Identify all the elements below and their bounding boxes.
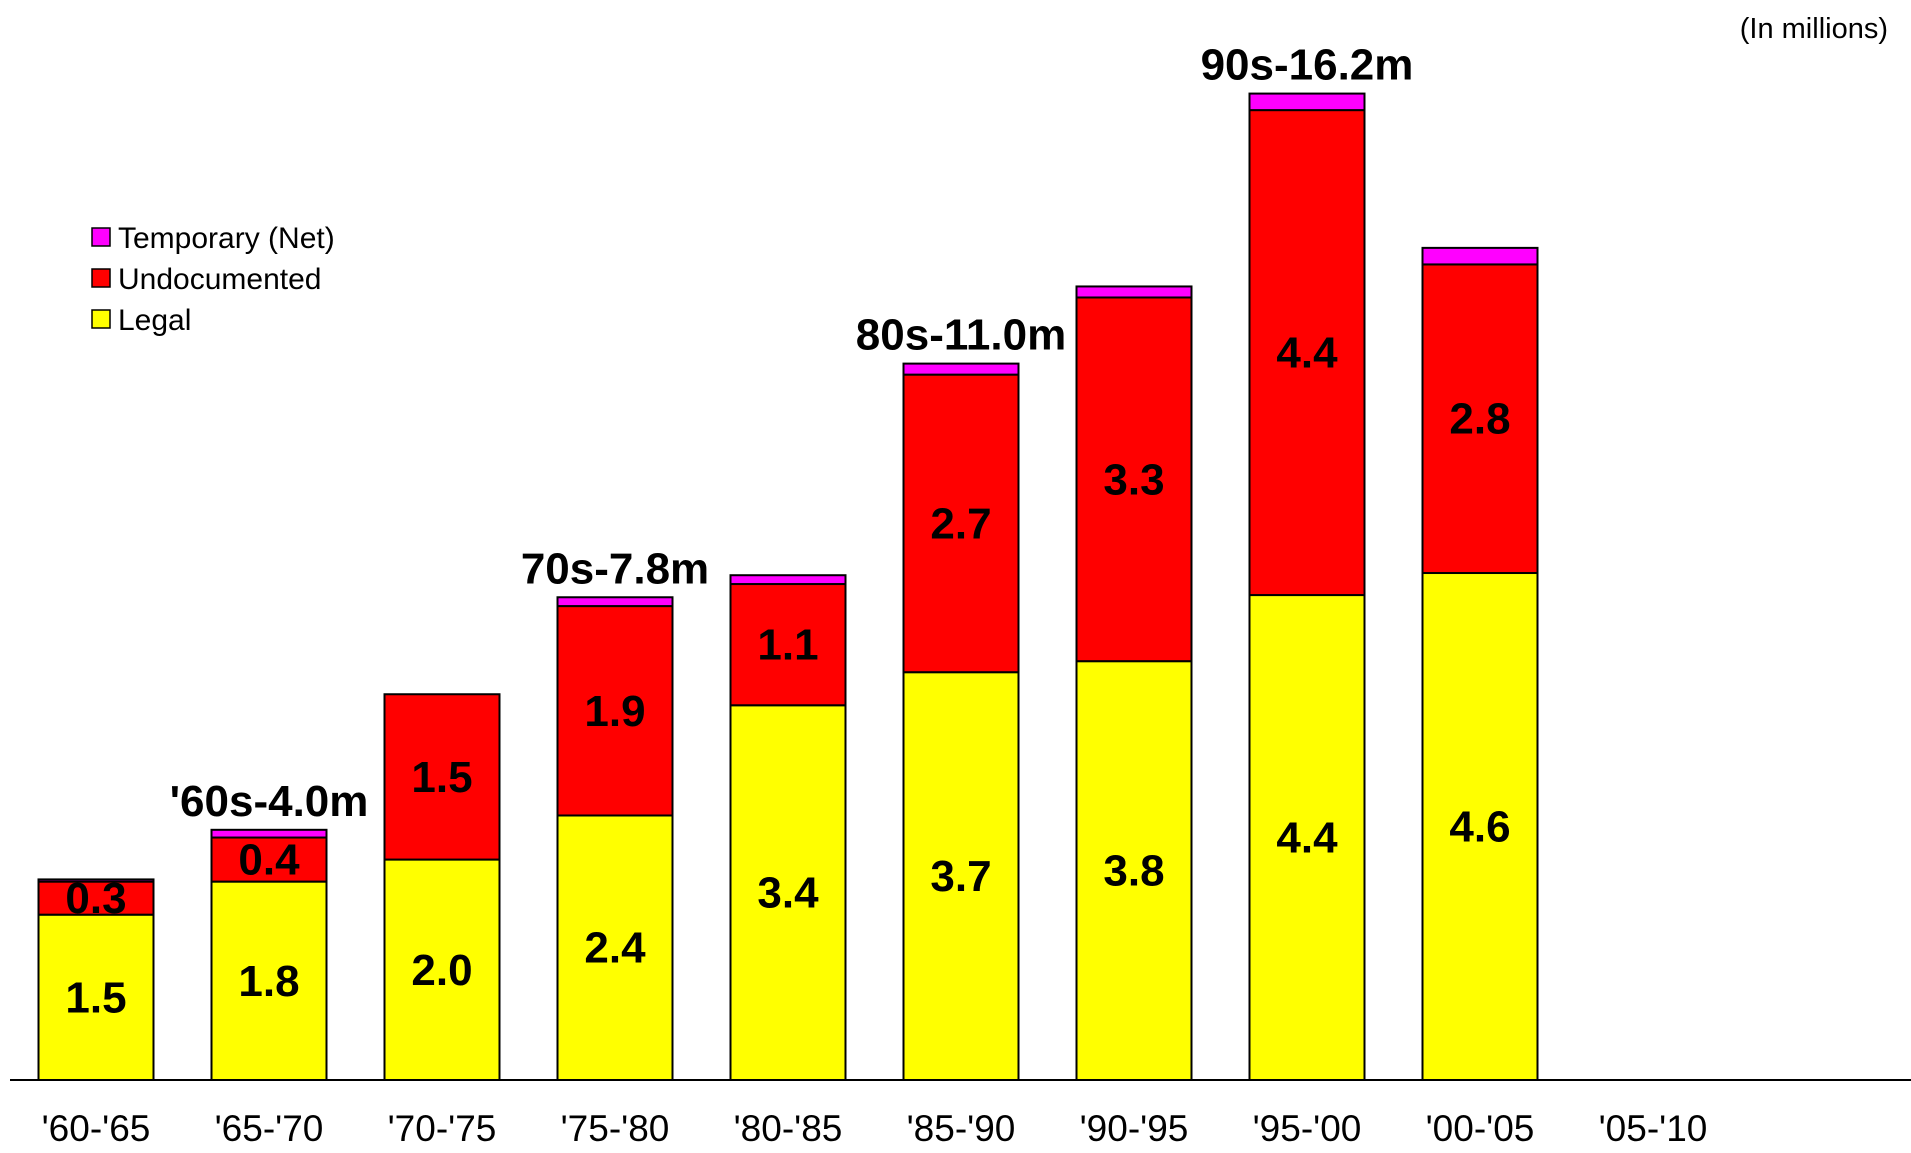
bar-legal-5 [729, 704, 847, 1081]
x-tick-label-2: '65-'70 [215, 1108, 324, 1149]
legend-swatch-temporary [91, 227, 111, 247]
x-tick-label-5: '80-'85 [734, 1108, 843, 1149]
bar-temporary-net-7 [1075, 285, 1193, 299]
bar-temporary-net-5 [729, 574, 847, 586]
x-tick-label-9: '00-'05 [1426, 1108, 1535, 1149]
bar-legal-2 [210, 880, 328, 1082]
data-label-legal-2: 1.8 [238, 957, 299, 1006]
data-label-undocumented-2: 0.4 [238, 836, 300, 885]
data-label-legal-3: 2.0 [411, 946, 472, 995]
bar-temporary-net-6 [902, 362, 1020, 376]
bar-legal-1 [37, 913, 155, 1082]
data-label-undocumented-9: 2.8 [1449, 395, 1510, 444]
data-label-undocumented-1: 0.3 [65, 874, 126, 923]
x-tick-label-8: '95-'00 [1253, 1108, 1362, 1149]
bar-undocumented-2 [210, 836, 328, 883]
data-label-undocumented-5: 1.1 [757, 621, 818, 670]
bar-legal-6 [902, 671, 1020, 1081]
data-label-legal-4: 2.4 [584, 924, 646, 973]
data-label-undocumented-7: 3.3 [1103, 455, 1164, 504]
bar-undocumented-1 [37, 880, 155, 916]
bar-undocumented-7 [1075, 296, 1193, 663]
x-tick-label-3: '70-'75 [388, 1108, 497, 1149]
data-label-legal-8: 4.4 [1276, 814, 1338, 863]
data-label-legal-9: 4.6 [1449, 803, 1510, 852]
total-label-4: 90s-16.2m [1201, 41, 1414, 90]
bar-undocumented-6 [902, 373, 1020, 674]
x-tick-labels-layer: '60-'65 '65-'70 '70-'75 '75-'80 '80-'85 '85-'… [42, 1108, 1708, 1149]
data-label-undocumented-8: 4.4 [1276, 329, 1338, 378]
legend-label-legal: Legal [118, 304, 191, 337]
units-note: (In millions) [1740, 13, 1888, 45]
data-label-legal-1: 1.5 [65, 973, 126, 1022]
bar-legal-7 [1075, 660, 1193, 1081]
total-label-1: '60s-4.0m [170, 777, 369, 826]
data-label-legal-7: 3.8 [1103, 847, 1164, 896]
data-label-legal-6: 3.7 [930, 852, 991, 901]
x-tick-label-6: '85-'90 [907, 1108, 1016, 1149]
legend-label-undocumented: Undocumented [118, 263, 321, 296]
bar-undocumented-4 [556, 605, 674, 817]
x-tick-label-10: '05-'10 [1599, 1108, 1708, 1149]
legend-swatch-undocumented [91, 268, 111, 288]
bars-layer [37, 92, 1539, 1082]
legend: Temporary (Net) Undocumented Legal [91, 222, 335, 337]
total-label-3: 80s-11.0m [856, 311, 1066, 360]
x-tick-label-1: '60-'65 [42, 1108, 151, 1149]
x-tick-label-7: '90-'95 [1080, 1108, 1189, 1149]
legend-label-temporary: Temporary (Net) [118, 222, 335, 255]
bar-legal-9 [1421, 572, 1539, 1081]
segment-labels-layer: 1.5 0.3 1.8 0.4 2.0 1.5 2.4 1.9 3.4 1.1 3.7 2.7 3.8 3… [65, 329, 1510, 1023]
total-labels-layer: '60s-4.0m 70s-7.8m 80s-11.0m 90s-16.2m [170, 41, 1414, 826]
data-label-undocumented-3: 1.5 [411, 753, 472, 802]
x-tick-label-4: '75-'80 [561, 1108, 670, 1149]
bar-undocumented-3 [383, 693, 501, 861]
legend-swatch-legal [91, 309, 111, 329]
bar-temporary-net-8 [1248, 92, 1366, 112]
bar-temporary-net-4 [556, 596, 674, 608]
data-label-undocumented-4: 1.9 [584, 687, 645, 736]
bar-temporary-net-2 [210, 828, 328, 839]
data-label-undocumented-6: 2.7 [930, 499, 991, 548]
bar-undocumented-5 [729, 583, 847, 707]
bar-undocumented-8 [1248, 109, 1366, 597]
total-label-2: 70s-7.8m [521, 544, 709, 593]
data-label-legal-5: 3.4 [757, 869, 819, 918]
bar-undocumented-9 [1421, 263, 1539, 575]
bar-temporary-net-1 [37, 878, 155, 883]
bar-temporary-net-9 [1421, 246, 1539, 266]
